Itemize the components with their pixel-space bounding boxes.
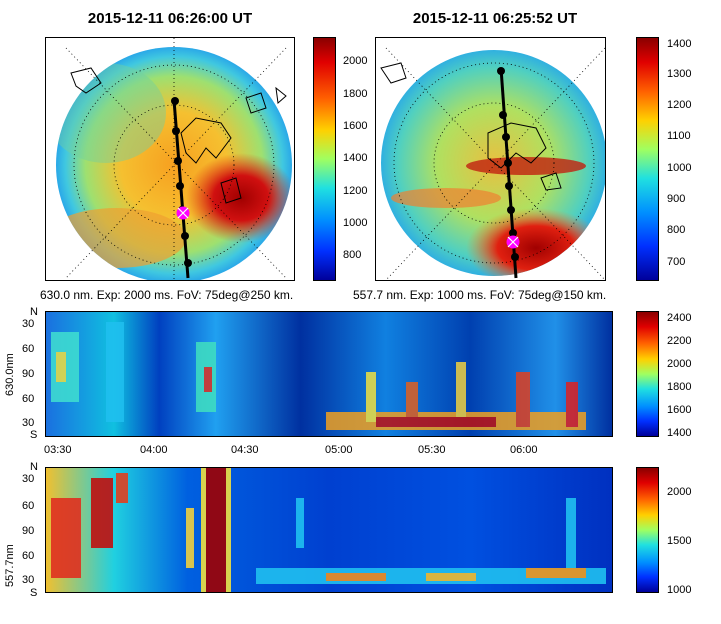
keo557-ytick-30b: 30 [22, 574, 35, 586]
keo630-ytick-90: 90 [22, 368, 35, 380]
keo557-ytick-60b: 60 [22, 550, 35, 562]
keo630-features [51, 322, 586, 430]
right-cbar-tick-1000: 1000 [667, 162, 692, 174]
keo630-ytick-30a: 30 [22, 318, 35, 330]
right-position-marker [506, 235, 520, 249]
right-coastline [380, 62, 562, 191]
keo630-cbar-tick-1800: 1800 [667, 381, 692, 393]
keo557-cbar-tick-1500: 1500 [667, 535, 692, 547]
right-aurora-arc [466, 157, 586, 175]
keo557-ytick-n: N [30, 461, 38, 473]
left-cbar-tick-1000: 1000 [343, 217, 368, 229]
keo630-ylabel: 630.0nm [4, 353, 16, 396]
left-cbar-tick-1800: 1800 [343, 88, 368, 100]
left-cbar-tick-1200: 1200 [343, 185, 368, 197]
keo630-ytick-s: S [30, 429, 38, 441]
left-allsky-image [45, 37, 295, 281]
keo630-cbar-tick-1400: 1400 [667, 427, 692, 439]
right-cbar-tick-1400: 1400 [667, 38, 692, 50]
xtick-0430: 04:30 [231, 444, 259, 456]
right-cbar-tick-900: 900 [667, 193, 686, 205]
right-colorbar [636, 37, 659, 281]
right-cbar-tick-800: 800 [667, 224, 686, 236]
keo557-cbar-tick-2000: 2000 [667, 486, 692, 498]
keo557-ytick-60a: 60 [22, 500, 35, 512]
keo557-colorbar [636, 467, 659, 593]
keo630-ytick-60a: 60 [22, 343, 35, 355]
left-sky-title: 2015-12-11 06:26:00 UT [87, 10, 253, 27]
keo557-cbar-tick-1000: 1000 [667, 584, 692, 596]
xtick-0500: 05:00 [325, 444, 353, 456]
keo557-ytick-90: 90 [22, 525, 35, 537]
left-caption: 630.0 nm. Exp: 2000 ms. FoV: 75deg@250 k… [40, 288, 294, 302]
keo630-ytick-n: N [30, 306, 38, 318]
xtick-0600: 06:00 [510, 444, 538, 456]
keo630-ytick-30b: 30 [22, 417, 35, 429]
right-allsky-svg [380, 47, 605, 280]
keo630-colorbar [636, 311, 659, 437]
left-coastline [180, 86, 287, 204]
left-position-marker [176, 206, 190, 220]
keo630-cbar-tick-2200: 2200 [667, 335, 692, 347]
right-caption: 557.7 nm. Exp: 1000 ms. FoV: 75deg@150 k… [353, 288, 607, 302]
left-colorbar [313, 37, 336, 281]
keo557-ylabel: 557.7nm [4, 544, 16, 587]
keo630-cbar-tick-2000: 2000 [667, 358, 692, 370]
keo557-svg [46, 468, 612, 592]
right-cbar-tick-1300: 1300 [667, 68, 692, 80]
left-allsky-svg [56, 38, 292, 280]
left-aurora-band [56, 208, 186, 268]
right-track-points [497, 67, 519, 261]
keo630-cbar-tick-1600: 1600 [667, 404, 692, 416]
keogram-557nm [45, 467, 613, 593]
left-grid [65, 38, 287, 280]
keo557-ytick-s: S [30, 587, 38, 599]
xtick-0400: 04:00 [140, 444, 168, 456]
right-allsky-image [375, 37, 606, 281]
left-track-points [171, 97, 192, 267]
xtick-0330: 03:30 [44, 444, 72, 456]
right-sky-title: 2015-12-11 06:25:52 UT [412, 10, 578, 27]
keo557-features [51, 468, 606, 592]
left-cbar-tick-1600: 1600 [343, 120, 368, 132]
left-cbar-tick-1400: 1400 [343, 152, 368, 164]
keo557-ytick-30a: 30 [22, 473, 35, 485]
right-cbar-tick-700: 700 [667, 256, 686, 268]
left-cbar-tick-2000: 2000 [343, 55, 368, 67]
keo630-cbar-tick-2400: 2400 [667, 312, 692, 324]
xtick-0530: 05:30 [418, 444, 446, 456]
keo630-ytick-60b: 60 [22, 393, 35, 405]
keo630-svg [46, 312, 612, 436]
right-cbar-tick-1200: 1200 [667, 99, 692, 111]
keogram-630nm [45, 311, 613, 437]
left-cbar-tick-800: 800 [343, 249, 362, 261]
right-cbar-tick-1100: 1100 [667, 130, 691, 142]
right-grid [385, 47, 605, 280]
